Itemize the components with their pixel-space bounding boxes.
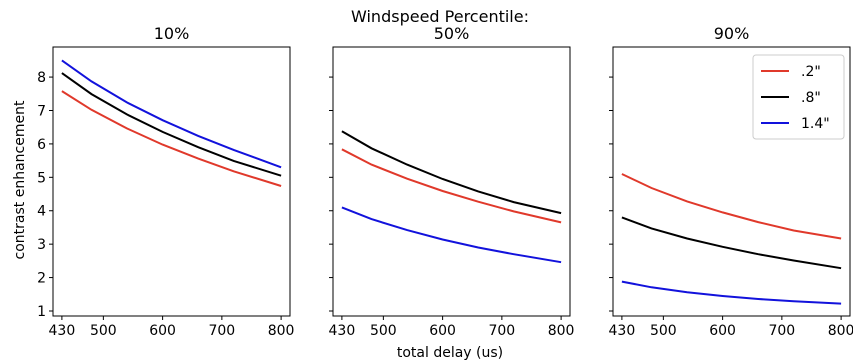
y-tick-label: 5 [37, 170, 46, 186]
series-line-1 [61, 90, 282, 187]
x-tick-label: 430 [609, 323, 636, 339]
plot-frame [612, 46, 851, 317]
suptitle: Windspeed Percentile: [351, 7, 529, 26]
x-tick-label: 700 [488, 323, 515, 339]
y-axis-label: contrast enhancement [12, 100, 28, 259]
legend-box [752, 54, 845, 140]
x-tick-label: 430 [329, 323, 356, 339]
x-tick-label: 500 [650, 323, 677, 339]
y-tick-label: 3 [37, 237, 46, 253]
x-tick-label: 800 [268, 323, 295, 339]
y-tick-label: 1 [37, 304, 46, 320]
x-tick-label: 600 [709, 323, 736, 339]
y-tick-label: 6 [37, 137, 46, 153]
series-line-2 [621, 216, 842, 270]
x-tick-label: 600 [149, 323, 176, 339]
series-line-2 [61, 72, 282, 177]
y-tick-label: 8 [37, 70, 46, 86]
panel-title: 10% [154, 24, 190, 43]
panel-1: 10% 430 500 600 700 800 1 2 3 4 5 6 7 8 [37, 24, 294, 339]
y-tick-label: 4 [37, 204, 46, 220]
panel-2: 50% 430 500 600 700 800 [329, 24, 575, 339]
x-tick-label: 800 [828, 323, 853, 339]
panel-3: 90% 430 500 600 700 800 .2" .8" 1.4" [609, 24, 853, 339]
series-line-2 [341, 130, 562, 215]
x-axis-label: total delay (us) [397, 345, 503, 361]
series-line-3 [61, 59, 282, 169]
legend-label-1: .2" [801, 64, 821, 80]
x-tick-label: 500 [370, 323, 397, 339]
series-line-1 [341, 148, 562, 224]
plot-frame [332, 46, 571, 317]
x-tick-label: 700 [768, 323, 795, 339]
x-tick-label: 600 [429, 323, 456, 339]
legend-label-2: .8" [801, 90, 821, 106]
y-tick-label: 2 [37, 271, 46, 287]
plot-frame [52, 46, 291, 317]
y-tick-label: 7 [37, 103, 46, 119]
series-line-1 [621, 173, 842, 240]
legend-label-3: 1.4" [801, 116, 830, 132]
x-tick-label: 430 [49, 323, 76, 339]
series-line-3 [341, 206, 562, 264]
x-tick-label: 800 [548, 323, 575, 339]
series-line-3 [621, 280, 842, 305]
panel-title: 50% [434, 24, 470, 43]
panel-title: 90% [714, 24, 750, 43]
x-tick-label: 500 [90, 323, 117, 339]
legend: .2" .8" 1.4" [752, 54, 845, 140]
x-tick-label: 700 [208, 323, 235, 339]
